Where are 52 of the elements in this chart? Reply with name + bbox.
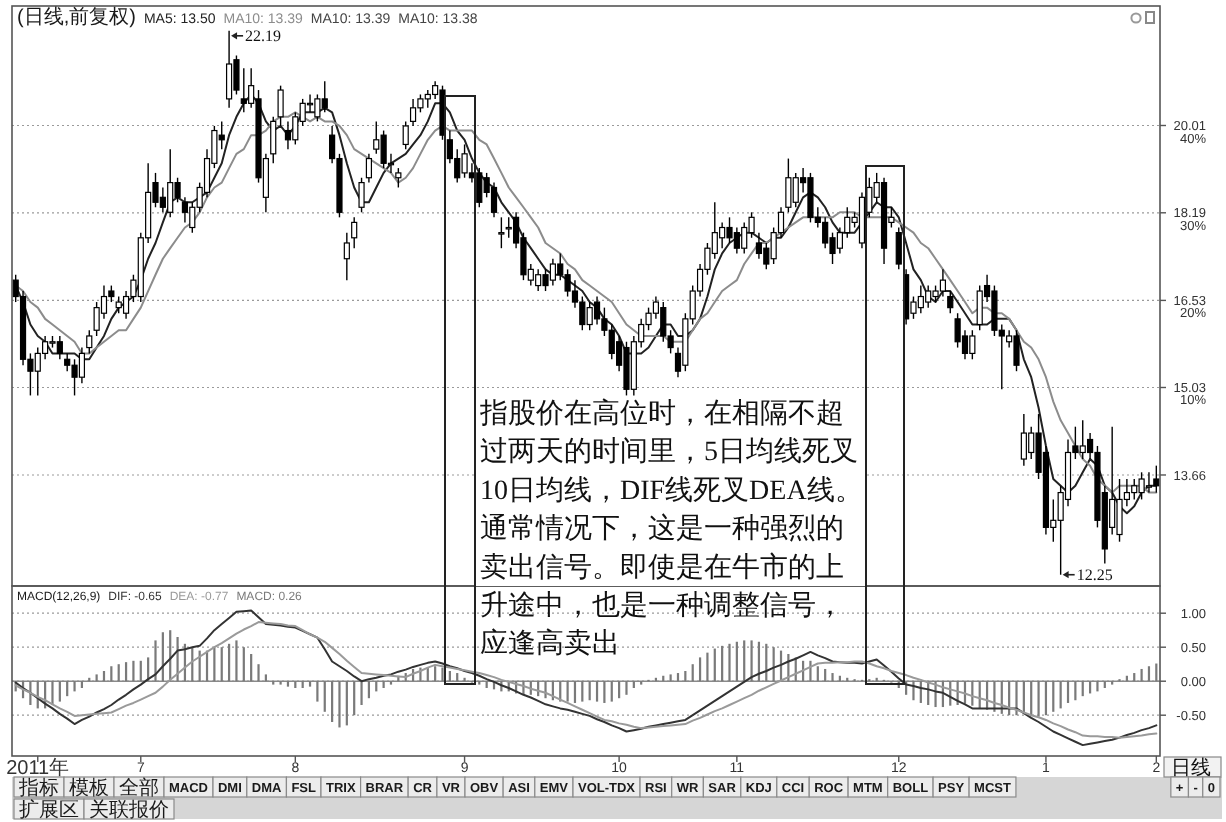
- candlestick: [1131, 478, 1138, 501]
- candlestick: [755, 231, 763, 260]
- annotation: 指股价在高位时，在相隔不超过两天的时间里，5日均线死叉10日均线，DIF线死叉DEA线。通常情况下，这是一种强烈的卖出信号。即使是在牛市的上升途中，也是一种调整信号，应逢高卖出: [478, 398, 863, 661]
- candlestick: [270, 116, 277, 165]
- candlestick: [1013, 329, 1020, 372]
- x-tick-label: 2011年: [6, 756, 70, 780]
- candlestick: [969, 329, 976, 360]
- text: 关联报价: [89, 798, 169, 822]
- candlestick: [380, 129, 387, 169]
- candlestick: [225, 30, 233, 109]
- candlestick: [292, 111, 299, 146]
- candlestick: [586, 301, 593, 331]
- annotation: 22.19: [245, 27, 282, 46]
- candlestick: [284, 120, 292, 150]
- candlestick: [741, 221, 748, 255]
- candlestick: [593, 295, 601, 326]
- candlestick: [277, 84, 284, 127]
- candlestick: [1145, 471, 1153, 494]
- candlestick: [733, 226, 740, 255]
- candlestick: [505, 216, 512, 239]
- candlestick: [461, 143, 468, 179]
- candlestick: [535, 268, 542, 292]
- candlestick: [167, 148, 174, 219]
- candlestick: [498, 216, 505, 249]
- candlestick: [917, 284, 924, 314]
- candlestick: [660, 301, 667, 343]
- candlestick: [807, 172, 814, 224]
- candlestick: [159, 186, 166, 213]
- candlestick: [1138, 471, 1145, 501]
- candlestick: [925, 284, 932, 309]
- candlestick: [78, 346, 86, 384]
- candlestick: [549, 258, 556, 287]
- candlestick: [623, 341, 630, 397]
- candlestick: [490, 181, 498, 219]
- text: 扩展区: [19, 798, 79, 822]
- text: 模板: [69, 776, 109, 800]
- candlestick: [476, 167, 483, 208]
- x-axis-title: 日线: [1170, 756, 1211, 780]
- candlestick: [240, 67, 247, 114]
- candlestick: [1020, 413, 1027, 467]
- candlestick: [858, 191, 866, 249]
- text: 全部: [119, 776, 159, 800]
- chart-title: (日线,前复权): [17, 5, 136, 29]
- candlestick: [792, 172, 799, 208]
- candlestick: [71, 358, 78, 397]
- candlestick: [895, 226, 902, 271]
- candlestick: [1153, 464, 1160, 494]
- annotation: 12.25: [1076, 566, 1113, 585]
- candlestick: [1079, 419, 1086, 460]
- candlestick: [321, 80, 328, 114]
- candlestick: [719, 221, 726, 249]
- text: 指标: [17, 776, 59, 800]
